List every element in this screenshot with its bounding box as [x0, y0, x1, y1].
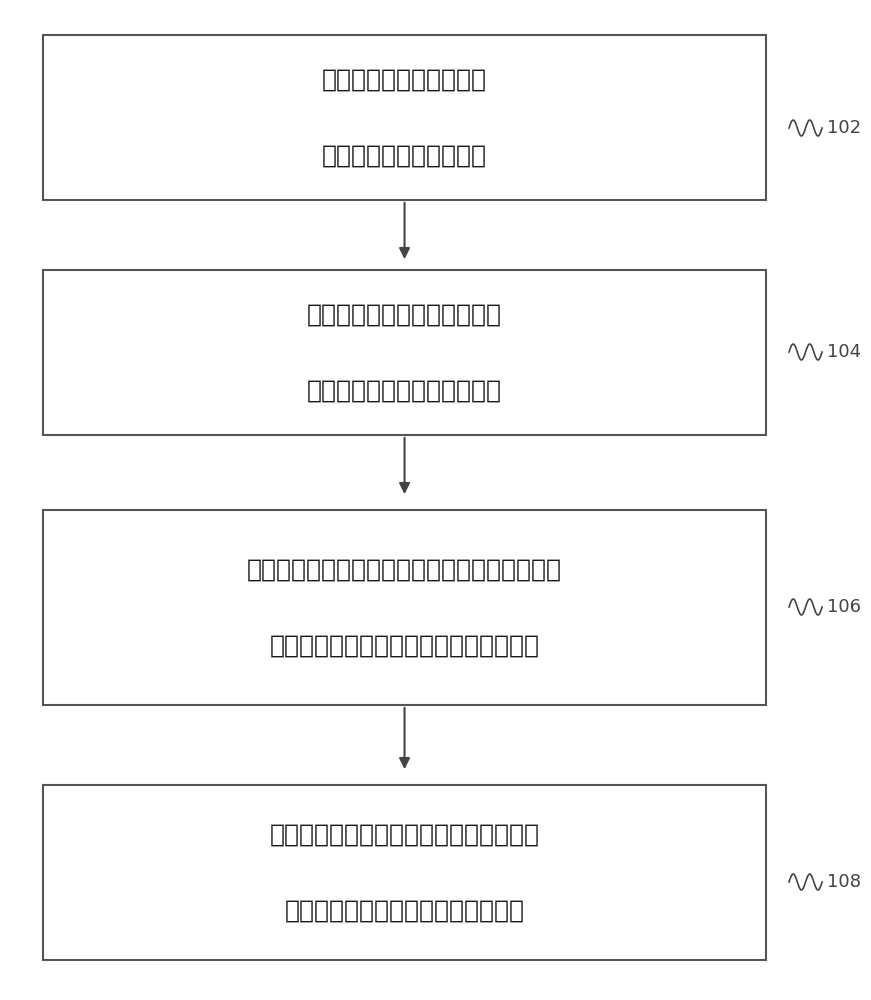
Text: 更多种分子性质之间的相关性: 更多种分子性质之间的相关性	[307, 379, 502, 403]
Text: 102: 102	[827, 119, 861, 137]
Text: 阈值内的初始分子式分布: 阈值内的初始分子式分布	[322, 143, 487, 167]
Text: 获得在石油流样品的预定: 获得在石油流样品的预定	[322, 67, 487, 91]
Text: 108: 108	[827, 873, 861, 891]
Text: 标识初始分子式分布的两种或: 标识初始分子式分布的两种或	[307, 302, 502, 326]
Bar	[44, 35, 766, 200]
Text: 分布超出预定阈值以构建外推分子式分布: 分布超出预定阈值以构建外推分子式分布	[269, 634, 539, 658]
Text: 基于从样品获得的重正化数据来重正外推: 基于从样品获得的重正化数据来重正外推	[269, 822, 539, 846]
Bar	[44, 785, 766, 960]
Bar	[44, 510, 766, 705]
Bar	[44, 270, 766, 435]
Text: 使用至少一个处理器沿着相关性外推初始分子式: 使用至少一个处理器沿着相关性外推初始分子式	[247, 558, 562, 582]
Text: 104: 104	[827, 343, 861, 361]
Text: 分子式分布以产生重正化分子式分布: 分子式分布以产生重正化分子式分布	[285, 898, 524, 922]
Text: 106: 106	[827, 598, 861, 616]
